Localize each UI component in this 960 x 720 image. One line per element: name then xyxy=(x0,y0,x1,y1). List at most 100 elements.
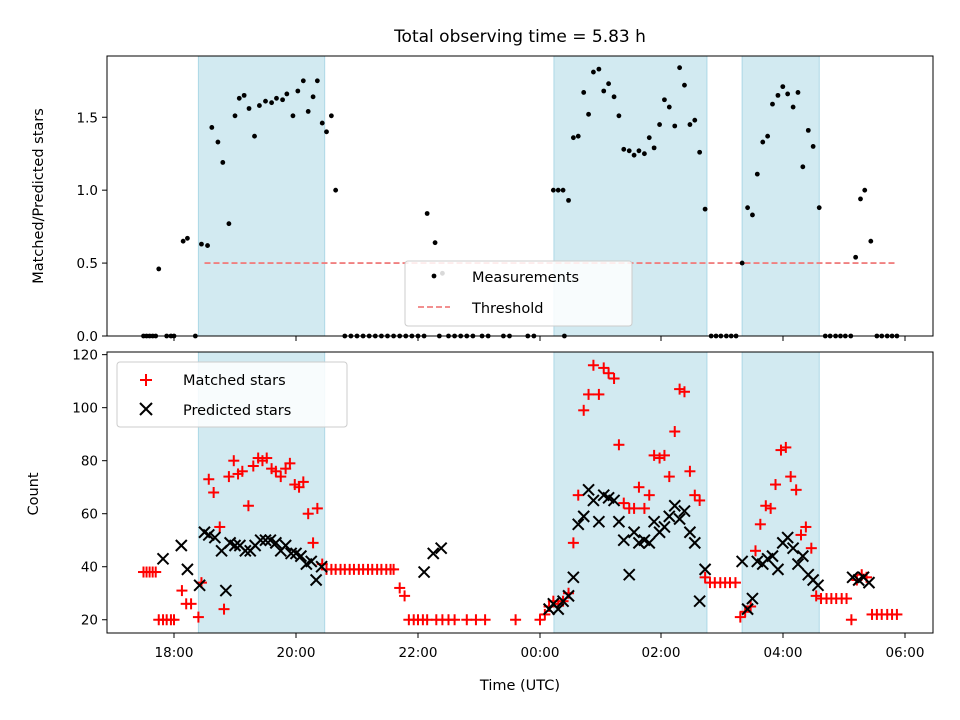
predicted-star-point xyxy=(587,494,600,507)
matched-star-point xyxy=(214,521,226,533)
bottom-x-ticks: 18:00 20:00 22:00 00:00 02:00 04:00 06:00 xyxy=(155,633,924,661)
measurement-point xyxy=(760,139,766,145)
matched-star-point xyxy=(208,487,220,498)
measurement-point xyxy=(156,266,162,272)
measurement-point xyxy=(257,103,262,108)
legend-predicted-label: Predicted stars xyxy=(183,403,291,419)
x-tick-label: 18:00 xyxy=(155,645,194,661)
measurement-point xyxy=(770,101,775,107)
measurement-point xyxy=(300,78,306,84)
measurement-point xyxy=(333,187,339,193)
measurement-point xyxy=(795,90,801,95)
measurement-point xyxy=(697,149,703,155)
measurement-point xyxy=(702,206,708,212)
measurement-point xyxy=(550,187,556,193)
predicted-star-point xyxy=(741,602,754,616)
matched-star-point xyxy=(760,500,772,512)
x-tick-label: 20:00 xyxy=(277,645,316,661)
matched-star-point xyxy=(311,502,323,514)
measurement-point xyxy=(626,148,632,154)
measurement-point xyxy=(581,90,587,95)
matched-star-point xyxy=(845,614,857,626)
matched-star-point xyxy=(770,479,782,491)
predicted-star-point xyxy=(658,520,671,534)
measurement-point xyxy=(280,97,285,103)
matched-star-point xyxy=(603,367,615,379)
measurement-point xyxy=(611,94,617,100)
y-tick-label: 0.5 xyxy=(77,256,98,272)
predicted-star-point xyxy=(862,576,876,589)
y-tick-label: 1.0 xyxy=(77,183,98,199)
measurement-point xyxy=(785,91,791,97)
top-x-tick-marks xyxy=(173,336,906,341)
matched-star-point xyxy=(236,465,248,477)
measurement-point xyxy=(621,146,627,152)
predicted-star-point xyxy=(577,510,590,523)
measurement-point xyxy=(199,241,204,247)
predicted-star-point xyxy=(683,526,697,539)
predicted-star-point xyxy=(627,526,641,539)
measurement-point xyxy=(432,240,438,246)
predicted-star-point xyxy=(208,531,222,544)
predicted-star-point xyxy=(228,539,242,552)
bottom-legend: Matched stars Predicted stars xyxy=(116,361,348,428)
predicted-star-point xyxy=(156,552,170,565)
predicted-star-point xyxy=(781,531,794,544)
predicted-star-point xyxy=(766,549,779,563)
matched-star-point xyxy=(694,494,706,506)
predicted-star-point xyxy=(811,579,825,592)
measurement-point xyxy=(220,160,226,165)
matched-star-point xyxy=(800,521,812,533)
measurement-point xyxy=(616,113,622,119)
legend-matched-label: Matched stars xyxy=(183,373,286,389)
y-tick-label: 1.5 xyxy=(77,110,98,126)
measurement-point xyxy=(780,84,786,90)
measurement-point xyxy=(185,235,190,241)
matched-star-point xyxy=(699,571,711,583)
predicted-star-point xyxy=(688,536,701,550)
matched-star-point xyxy=(228,455,240,467)
predicted-star-point xyxy=(193,579,206,592)
matched-star-point xyxy=(684,465,696,477)
matched-star-point xyxy=(449,614,461,626)
bottom-y-ticks: 20 40 60 80 100 120 xyxy=(72,348,107,629)
measurement-point xyxy=(800,164,806,170)
measurement-point xyxy=(868,238,874,244)
measurement-point xyxy=(775,92,781,98)
legend-measurements-label: Measurements xyxy=(472,270,579,286)
predicted-star-point xyxy=(219,584,233,597)
measurement-point xyxy=(754,171,760,177)
measurement-point xyxy=(246,106,252,111)
top-axes-frame xyxy=(106,55,934,337)
matched-star-point xyxy=(307,537,319,549)
predicted-star-point xyxy=(279,539,292,552)
matched-star-point xyxy=(608,373,620,385)
predicted-star-point xyxy=(746,592,759,605)
measurement-point xyxy=(677,65,683,71)
matched-star-point xyxy=(654,452,666,464)
legend-threshold-label: Threshold xyxy=(471,301,543,317)
measurement-point xyxy=(295,88,301,94)
predicted-star-point xyxy=(607,494,621,507)
observing-interval xyxy=(741,351,820,634)
measurement-point xyxy=(205,243,210,248)
predicted-star-point xyxy=(294,549,308,563)
measurement-point xyxy=(215,139,221,145)
matched-star-point xyxy=(223,471,235,483)
matched-star-point xyxy=(729,577,741,589)
top-legend-box xyxy=(404,260,633,327)
predicted-star-point xyxy=(572,518,585,531)
measurement-point xyxy=(290,113,296,119)
matched-star-point xyxy=(275,471,287,483)
matched-star-point xyxy=(805,542,817,554)
predicted-star-point xyxy=(202,528,215,542)
measurement-point xyxy=(319,120,325,126)
predicted-star-point xyxy=(181,563,194,576)
predicted-star-point xyxy=(592,515,606,528)
measurement-point xyxy=(657,122,662,127)
matched-star-point xyxy=(613,439,625,451)
legend-predicted-marker xyxy=(139,402,153,416)
measurement-point xyxy=(606,81,611,87)
measurement-point xyxy=(236,95,242,101)
matched-star-point xyxy=(810,590,822,602)
